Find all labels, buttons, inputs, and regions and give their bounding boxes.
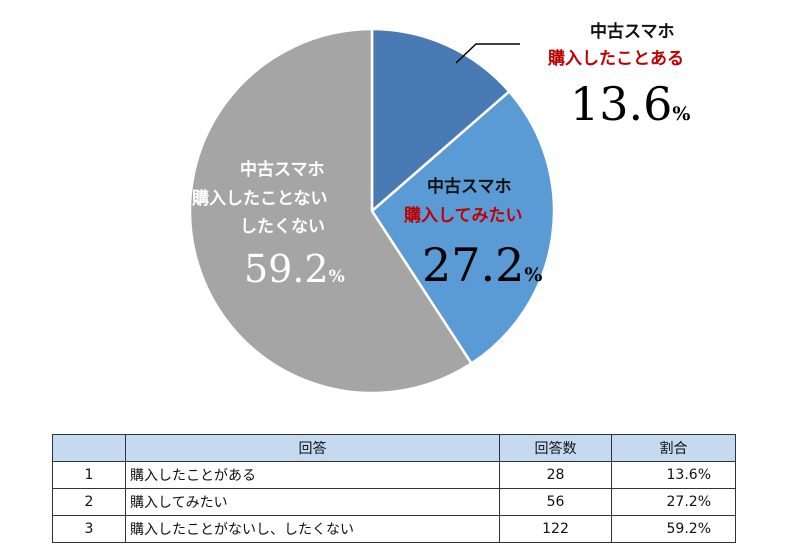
pie-chart: 中古スマホ 購入したことある 13.6% 中古スマホ 購入してみたい 27.2%… (188, 21, 690, 395)
leader-line (455, 43, 520, 64)
header-no (52, 434, 126, 462)
slice-3-percent-value: 59.2 (244, 247, 329, 291)
slice-2-percent-sign: % (524, 264, 542, 286)
pie-slice-2 (370, 89, 556, 366)
row-answer: 購入したことがないし、したくない (125, 515, 500, 543)
slice-1-percent-value: 13.6 (570, 77, 672, 131)
row-ratio: 13.6% (611, 461, 736, 489)
header-answer: 回答 (125, 434, 500, 462)
row-count: 28 (499, 461, 612, 489)
row-ratio: 27.2% (611, 488, 736, 516)
slice-1-percent-sign: % (672, 103, 690, 125)
row-no: 3 (52, 515, 126, 543)
pie-slice-1 (370, 27, 512, 214)
slice-3-percent-sign: % (329, 267, 345, 287)
table-row: 2 購入してみたい 56 27.2% (52, 488, 736, 516)
row-count: 56 (499, 488, 612, 516)
table-row: 1 購入したことがある 28 13.6% (52, 461, 736, 489)
table-row: 3 購入したことがないし、したくない 122 59.2% (52, 515, 736, 543)
slice-3-label-line2: 購入したことない (192, 188, 328, 209)
slice-2-label-line1: 中古スマホ (427, 176, 512, 197)
table-header-row: 回答 回答数 割合 (52, 434, 736, 462)
row-no: 2 (52, 488, 126, 516)
results-table: 回答 回答数 割合 1 購入したことがある 28 13.6% 2 購入してみたい… (52, 434, 736, 543)
slice-2-label-line2: 購入してみたい (404, 205, 523, 226)
slice-2-percent: 27.2% (422, 238, 542, 292)
row-no: 1 (52, 461, 126, 489)
slice-3-percent: 59.2% (244, 247, 345, 291)
slice-3-label-line1: 中古スマホ (240, 159, 325, 180)
row-count: 122 (499, 515, 612, 543)
header-ratio: 割合 (611, 434, 736, 462)
slice-2-percent-value: 27.2 (422, 238, 524, 292)
slice-1-percent: 13.6% (570, 77, 690, 131)
row-answer: 購入してみたい (125, 488, 500, 516)
pie-slices (188, 27, 556, 395)
row-answer: 購入したことがある (125, 461, 500, 489)
header-count: 回答数 (499, 434, 612, 462)
slice-1-label-line1: 中古スマホ (590, 21, 675, 42)
slice-1-label-line2: 購入したことある (548, 48, 684, 69)
pie-slice-3 (188, 27, 474, 395)
row-ratio: 59.2% (611, 515, 736, 543)
slice-3-label-line3: したくない (240, 217, 325, 237)
